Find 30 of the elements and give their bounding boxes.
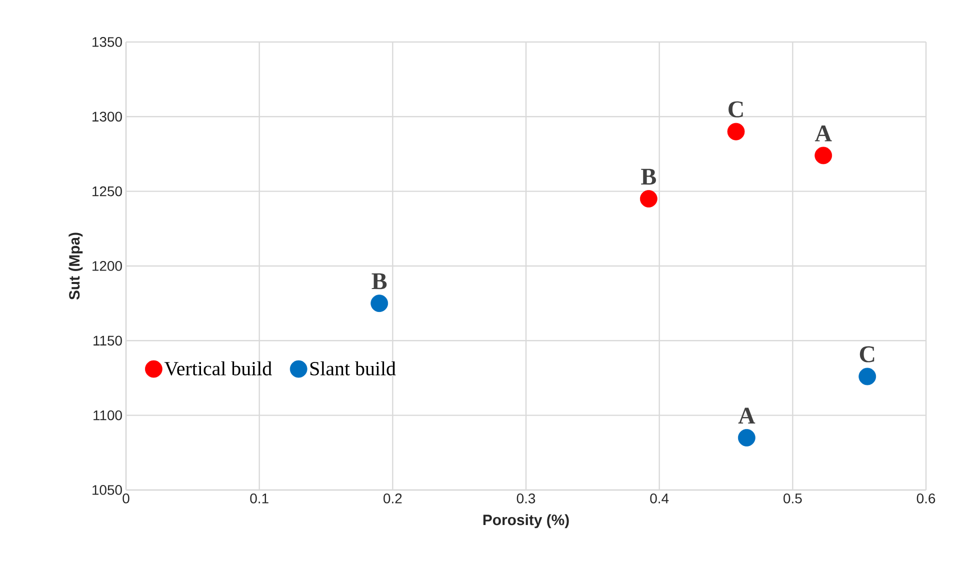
y-axis-title: Sut (Mpa) [68,232,83,300]
y-tick-label: 1050 [92,485,122,495]
x-tick-label: 0 [122,493,130,504]
annotation: C [728,101,743,118]
y-tick-label: 1300 [92,112,122,122]
y-tick-label: 1100 [94,410,122,420]
legend-label: Vertical build [164,361,272,376]
annotation: A [738,408,756,424]
y-tick-label: 1200 [92,261,122,271]
point [727,122,745,140]
point [640,190,658,208]
x-tick-label: 0.5 [784,493,802,504]
x-tick-label: 0.1 [250,493,268,504]
y-tick-label: 1250 [92,186,122,196]
x-tick-label: 0.4 [650,493,669,504]
point [858,368,876,386]
x-tick-label: 0.2 [384,493,402,504]
x-axis-title: Porosity (%) [483,514,569,528]
annotation: B [372,273,387,290]
x-tick-label: 0.3 [516,493,536,504]
legend-label: Slant build [310,361,396,376]
annotation: C [860,346,874,362]
annotation: B [641,168,656,185]
y-tick-label: 1150 [94,336,122,346]
point [370,294,388,312]
point [814,146,832,164]
y-tick-label: 1350 [92,37,122,47]
annotation: A [814,126,832,142]
x-tick-label: 0.6 [916,493,936,504]
point [738,429,756,446]
